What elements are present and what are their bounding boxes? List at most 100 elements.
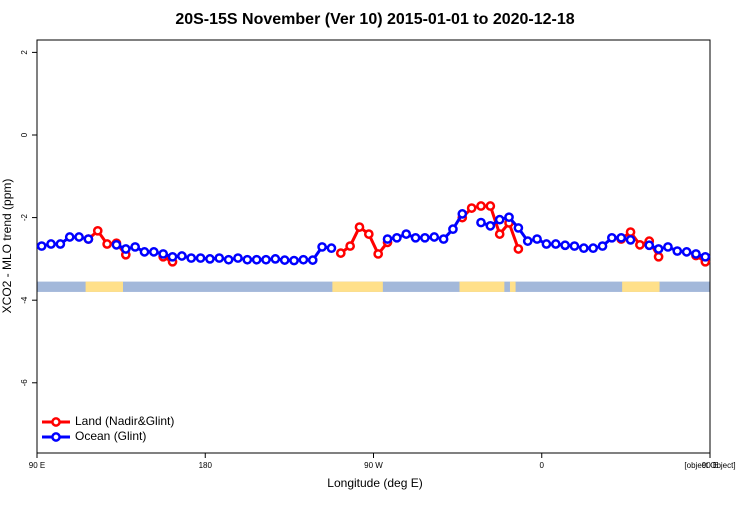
data-point (569, 241, 580, 251)
data-point (700, 251, 711, 262)
data-point (616, 232, 627, 243)
data-point (644, 240, 655, 251)
data-point (233, 253, 243, 263)
data-point (513, 223, 524, 233)
data-point (205, 254, 215, 264)
land-strip (459, 281, 505, 292)
data-point (532, 234, 542, 244)
data-point (223, 254, 234, 265)
data-point (298, 254, 309, 265)
data-point (354, 222, 365, 232)
data-point (270, 254, 281, 264)
data-point (55, 239, 66, 249)
data-point (522, 236, 533, 246)
x-tick-label: 0 (540, 461, 545, 470)
data-point (111, 239, 122, 250)
data-point (504, 212, 514, 223)
data-point (92, 225, 103, 236)
land-strip (622, 281, 660, 292)
y-axis-label: XCO2 - MLO trend (ppm) (0, 179, 14, 314)
data-point (438, 234, 449, 244)
data-point (457, 209, 468, 219)
data-point (560, 240, 570, 251)
data-point (541, 239, 552, 249)
land-strip (509, 281, 516, 292)
data-point (429, 232, 440, 242)
data-point (83, 234, 94, 244)
data-point (485, 221, 496, 231)
data-point (494, 229, 505, 239)
data-point (177, 251, 187, 261)
chart-title: 20S-15S November (Ver 10) 2015-01-01 to … (175, 11, 574, 28)
data-point (382, 234, 393, 244)
data-point (597, 241, 608, 251)
legend-marker (51, 432, 61, 442)
data-point (345, 241, 355, 251)
data-point (214, 253, 225, 263)
data-point (102, 239, 112, 249)
data-point (279, 255, 290, 265)
data-point (167, 251, 178, 262)
data-point (653, 244, 664, 254)
data-point (476, 217, 486, 228)
y-tick-label: -6 (20, 379, 29, 387)
data-point (36, 241, 47, 251)
data-point (681, 247, 692, 257)
x-tick-label: [object Object] (684, 461, 735, 470)
data-point (494, 214, 505, 225)
data-point (691, 249, 701, 259)
data-point (130, 242, 140, 252)
data-point (653, 251, 664, 262)
x-tick-label: 90 W (364, 461, 383, 470)
y-tick-label: 0 (20, 132, 29, 137)
data-point (242, 254, 253, 265)
data-point (672, 246, 683, 256)
data-point (74, 232, 84, 242)
data-point (326, 243, 337, 254)
y-tick-label: -2 (20, 213, 29, 221)
data-point (588, 243, 599, 254)
data-point (625, 235, 636, 245)
data-point (317, 242, 327, 252)
data-point (148, 247, 159, 257)
x-axis-label: Longitude (deg E) (327, 476, 422, 490)
land-strip (332, 281, 383, 292)
data-point (485, 201, 496, 211)
legend-marker (51, 417, 61, 427)
land-strip (85, 281, 123, 292)
data-point (64, 232, 75, 242)
data-point (46, 239, 56, 249)
data-point (307, 255, 318, 265)
data-point (373, 249, 384, 259)
data-point (363, 229, 374, 239)
data-point (139, 247, 150, 257)
data-point (410, 232, 421, 243)
legend-label: Ocean (Glint) (75, 429, 146, 443)
data-point (466, 203, 477, 213)
data-point (625, 227, 636, 237)
data-point (663, 242, 673, 252)
data-point (420, 232, 430, 243)
y-tick-label: -4 (20, 296, 29, 304)
x-tick-label: 90 E (29, 461, 45, 470)
data-point (578, 243, 589, 254)
data-point (158, 249, 169, 259)
data-point (513, 244, 524, 254)
data-point (195, 253, 206, 263)
data-point (289, 255, 299, 266)
data-point (607, 232, 617, 243)
data-point (401, 229, 412, 239)
data-point (335, 248, 346, 258)
y-tick-label: 2 (20, 50, 29, 55)
data-point (120, 244, 131, 254)
data-point (186, 253, 197, 263)
x-tick-label: 180 (199, 461, 213, 470)
x-tick-label: 90 E (702, 461, 718, 470)
data-point (261, 254, 271, 265)
data-point (550, 239, 561, 249)
legend-label: Land (Nadir&Glint) (75, 414, 174, 428)
data-point (476, 201, 486, 211)
data-point (448, 224, 458, 235)
data-point (635, 239, 645, 250)
